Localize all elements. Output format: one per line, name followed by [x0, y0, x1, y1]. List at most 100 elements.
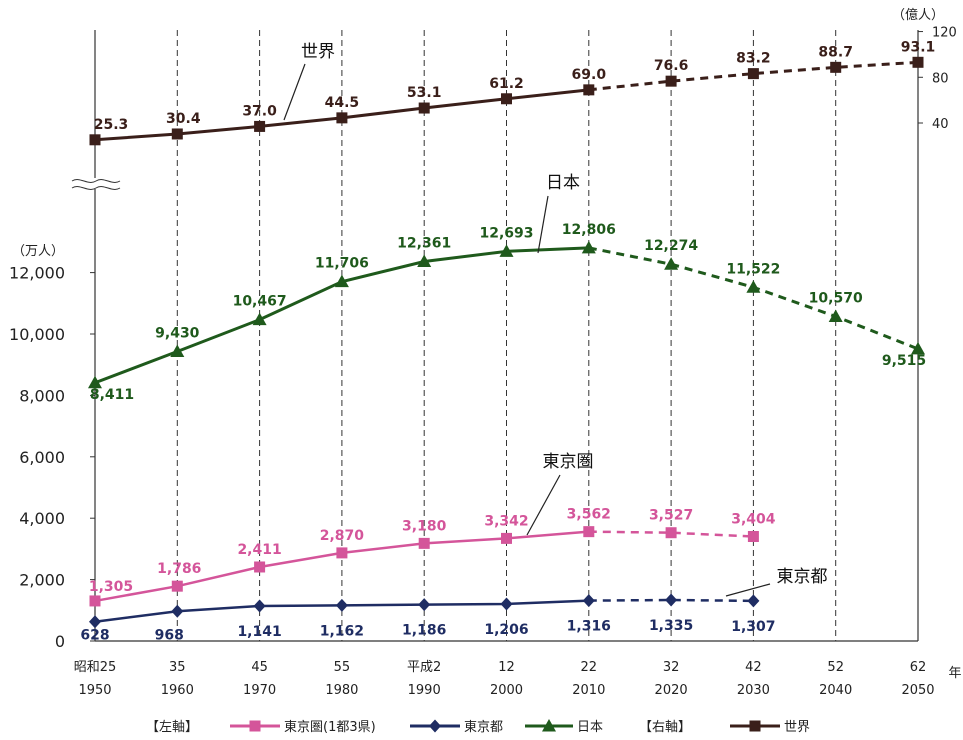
data-label-japan: 9,430	[155, 325, 200, 341]
data-label-world: 44.5	[325, 95, 360, 111]
data-label-japan: 11,522	[726, 261, 780, 277]
x-tick-label-year: 1990	[408, 683, 441, 698]
data-label-tokyo_area: 3,180	[402, 518, 447, 534]
data-label-japan: 12,274	[644, 238, 698, 254]
legend: 【左軸】 【右軸】 東京圏(1都3県) 東京都 日本 世界	[146, 719, 810, 735]
data-point-japan	[664, 257, 679, 270]
data-label-tokyo_area: 2,411	[237, 542, 281, 558]
legend-left-axis-label: 【左軸】	[146, 720, 198, 735]
data-label-tokyo_area: 1,786	[157, 561, 201, 577]
data-label-world: 25.3	[94, 117, 129, 133]
data-label-world: 93.1	[901, 39, 936, 55]
data-point-japan	[170, 344, 185, 357]
data-point-world	[254, 120, 266, 132]
data-point-tokyo	[253, 599, 266, 613]
data-point-japan	[499, 244, 514, 257]
callout-line-tokyo_area	[526, 474, 561, 536]
legend-label-tokyo_area: 東京圏(1都3県)	[284, 719, 376, 735]
x-tick-label-year: 2000	[490, 683, 523, 698]
data-label-world: 37.0	[242, 103, 277, 119]
data-label-tokyo_area: 3,342	[484, 513, 528, 529]
data-label-japan: 10,570	[809, 291, 863, 307]
data-point-japan	[828, 309, 843, 323]
x-tick-label-year: 1950	[78, 683, 111, 698]
axis-break-mark	[71, 186, 121, 190]
data-label-tokyo: 1,162	[320, 623, 364, 639]
callout-label-world: 世界	[301, 42, 335, 62]
data-point-japan	[417, 254, 432, 268]
legend-label-world: 世界	[784, 720, 810, 735]
legend-label-japan: 日本	[577, 720, 603, 735]
data-point-tokyo	[747, 594, 760, 608]
data-point-tokyo_area	[418, 537, 430, 549]
left-tick-label: 8,000	[19, 386, 65, 405]
callout-label-tokyo_area: 東京圏	[543, 452, 594, 472]
x-tick-label-era: 42	[745, 660, 762, 675]
data-point-world	[336, 112, 348, 124]
right-tick-label: 80	[932, 71, 949, 86]
data-point-japan	[252, 312, 267, 326]
data-label-japan: 10,467	[233, 294, 287, 310]
x-tick-label-era: 35	[169, 660, 186, 675]
legend-marker-tokyo_area	[249, 720, 261, 732]
data-label-tokyo_area: 1,305	[89, 579, 133, 595]
data-label-world: 53.1	[407, 85, 442, 101]
x-tick-label-era: 22	[581, 660, 598, 675]
data-label-japan: 12,693	[479, 225, 533, 241]
left-tick-label: 12,000	[9, 264, 65, 283]
data-point-tokyo_area	[583, 526, 595, 538]
data-label-tokyo: 1,335	[649, 618, 693, 634]
data-label-tokyo: 1,186	[402, 623, 446, 639]
data-point-tokyo	[171, 604, 184, 618]
data-point-world	[89, 134, 101, 146]
data-labels: 25.3 30.4 37.0 44.5 53.1 61.2 69.0 76.6 83.2 88.7…	[80, 39, 935, 643]
data-point-japan	[581, 240, 596, 254]
data-point-japan	[334, 274, 349, 288]
callout-label-tokyo: 東京都	[777, 567, 828, 587]
x-tick-label-era: 12	[498, 660, 515, 675]
data-point-tokyo	[335, 598, 348, 612]
callout-line-tokyo	[725, 583, 771, 597]
data-label-tokyo_area: 2,870	[320, 528, 365, 544]
data-point-world	[747, 68, 759, 80]
data-label-world: 88.7	[818, 44, 853, 60]
callout-line-world	[283, 63, 306, 121]
x-axis-unit: 年	[948, 666, 961, 681]
left-tick-label: 0	[55, 632, 65, 651]
data-point-tokyo_area	[89, 595, 101, 607]
data-label-world: 61.2	[489, 76, 524, 92]
legend-label-tokyo: 東京都	[464, 719, 503, 735]
data-point-japan	[746, 280, 761, 293]
data-label-world: 83.2	[736, 51, 771, 67]
data-label-tokyo: 628	[80, 628, 109, 644]
right-axis-unit: （億人）	[892, 7, 944, 23]
x-tick-label-year: 2010	[572, 683, 605, 698]
data-point-world	[912, 56, 924, 68]
x-tick-label-year: 2050	[901, 683, 934, 698]
data-point-tokyo	[582, 594, 595, 608]
data-label-tokyo: 1,307	[731, 619, 775, 635]
left-tick-label: 10,000	[9, 325, 65, 344]
axis-break-gap	[81, 179, 109, 188]
data-label-tokyo: 1,141	[237, 624, 281, 640]
data-label-world: 76.6	[654, 58, 689, 74]
data-label-tokyo_area: 3,562	[567, 507, 611, 523]
x-tick-label-era: 32	[663, 660, 680, 675]
data-point-world	[418, 102, 430, 114]
x-tick-label-year: 2030	[737, 683, 770, 698]
callout-line-japan	[537, 195, 549, 254]
data-point-japan	[911, 341, 925, 355]
x-tick-label-year: 1980	[325, 683, 358, 698]
data-point-tokyo_area	[501, 532, 512, 544]
x-tick-label-era: 52	[827, 660, 844, 675]
data-label-tokyo_area: 3,404	[731, 511, 776, 527]
data-label-tokyo: 1,316	[567, 619, 611, 635]
series-lines	[88, 56, 925, 629]
data-label-japan: 11,706	[315, 256, 369, 272]
data-point-world	[171, 128, 183, 140]
data-point-tokyo	[500, 597, 513, 611]
x-tick-label-year: 1970	[243, 683, 276, 698]
data-point-tokyo_area	[665, 527, 677, 539]
